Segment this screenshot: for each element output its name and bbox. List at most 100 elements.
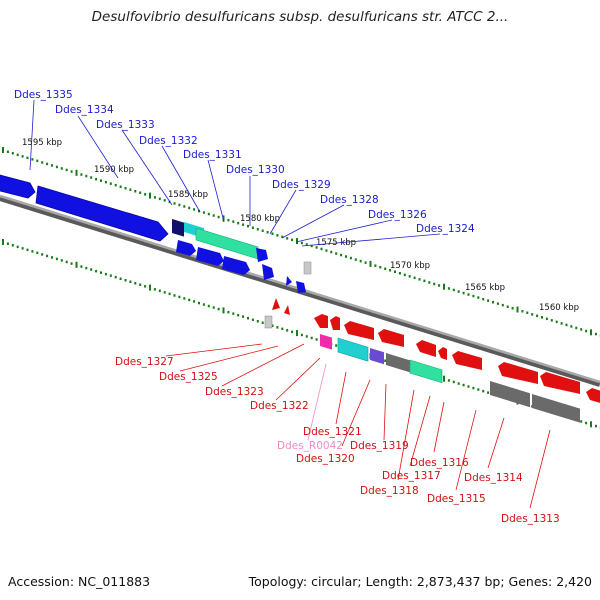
minor-tick bbox=[41, 253, 44, 256]
minor-tick bbox=[570, 325, 573, 328]
minor-tick bbox=[300, 241, 303, 245]
gene-ddes-1321[interactable] bbox=[330, 316, 340, 330]
gene-label[interactable]: Ddes_1328 bbox=[320, 194, 379, 206]
minor-tick bbox=[256, 320, 259, 323]
gene-ddes-1322[interactable] bbox=[314, 314, 328, 328]
gene-ddes-1324[interactable] bbox=[296, 281, 306, 293]
gene-ddes-1316[interactable] bbox=[452, 351, 482, 370]
gene-label[interactable]: Ddes_1331 bbox=[183, 149, 242, 161]
gene-label[interactable]: Ddes_1332 bbox=[139, 135, 198, 147]
gene-ddes-1329a[interactable] bbox=[176, 240, 196, 256]
minor-tick bbox=[585, 329, 588, 333]
gene-ddes-1325[interactable] bbox=[284, 305, 290, 315]
minor-tick bbox=[325, 249, 328, 252]
gene-label[interactable]: Ddes_1313 bbox=[501, 513, 560, 525]
minor-tick bbox=[41, 161, 44, 164]
gene-label[interactable]: Ddes_1324 bbox=[416, 223, 475, 235]
gene-grey-reverse-a[interactable] bbox=[386, 353, 412, 373]
minor-tick bbox=[408, 275, 411, 278]
gene-ddes-1323[interactable] bbox=[264, 315, 273, 329]
gene-label[interactable]: Ddes_R0042 bbox=[277, 440, 343, 452]
gene-label[interactable]: Ddes_1323 bbox=[205, 386, 264, 398]
gene-label[interactable]: Ddes_1317 bbox=[382, 470, 441, 482]
minor-tick bbox=[124, 187, 127, 190]
minor-tick bbox=[457, 290, 460, 293]
gene-label[interactable]: Ddes_1322 bbox=[250, 400, 309, 412]
minor-tick bbox=[114, 275, 117, 279]
gene-ddes-1320[interactable] bbox=[344, 321, 374, 340]
gene-small-forward[interactable] bbox=[286, 276, 292, 286]
forward-genes bbox=[0, 174, 312, 293]
minor-tick bbox=[46, 254, 49, 258]
gene-label[interactable]: Ddes_1316 bbox=[410, 457, 469, 469]
minor-tick bbox=[217, 215, 220, 219]
minor-tick bbox=[31, 158, 34, 161]
gene-label[interactable]: Ddes_1320 bbox=[296, 453, 355, 465]
gene-grey-forward[interactable] bbox=[303, 261, 312, 275]
minor-tick bbox=[168, 292, 171, 296]
gene-ddes-1327[interactable] bbox=[272, 298, 280, 310]
gene-ddes-r0042[interactable] bbox=[320, 334, 332, 350]
gene-purple-reverse[interactable] bbox=[370, 348, 384, 365]
minor-tick bbox=[281, 235, 284, 239]
gene-label[interactable]: Ddes_1315 bbox=[427, 493, 486, 505]
minor-tick bbox=[354, 258, 357, 261]
minor-tick bbox=[100, 179, 102, 182]
minor-tick bbox=[21, 155, 24, 158]
gene-label[interactable]: Ddes_1334 bbox=[55, 104, 114, 116]
gene-ddes-1314[interactable] bbox=[540, 372, 580, 394]
gene-label[interactable]: Ddes_1327 bbox=[115, 356, 174, 368]
gene-label[interactable]: Ddes_1333 bbox=[96, 119, 155, 131]
gene-ddes-1318[interactable] bbox=[416, 340, 436, 357]
minor-tick bbox=[36, 251, 39, 255]
minor-tick bbox=[511, 307, 514, 310]
gene-label[interactable]: Ddes_1314 bbox=[464, 472, 523, 484]
gene-mint-reverse[interactable] bbox=[409, 359, 443, 384]
gene-ddes-1333[interactable] bbox=[172, 219, 184, 237]
gene-ddes-1328[interactable] bbox=[222, 256, 250, 275]
reverse-leader-lines bbox=[165, 343, 551, 509]
forward-gene-labels: Ddes_1335 Ddes_1334 Ddes_1333 Ddes_1332 … bbox=[14, 89, 475, 235]
minor-tick bbox=[70, 262, 73, 265]
gene-teal-reverse[interactable] bbox=[337, 337, 369, 362]
minor-tick bbox=[139, 191, 142, 194]
scale-label: 1585 kbp bbox=[168, 190, 208, 200]
minor-tick bbox=[119, 277, 122, 280]
minor-tick bbox=[237, 313, 240, 317]
minor-tick bbox=[11, 152, 14, 155]
minor-tick bbox=[526, 311, 529, 314]
gene-ddes-1317[interactable] bbox=[438, 347, 447, 360]
gene-ddes-1330[interactable] bbox=[256, 248, 268, 262]
gene-ddes-1326[interactable] bbox=[262, 264, 274, 280]
gene-grey-reverse-c[interactable] bbox=[532, 394, 580, 423]
minor-tick bbox=[21, 247, 24, 250]
minor-tick bbox=[477, 388, 480, 391]
gene-label[interactable]: Ddes_1321 bbox=[303, 426, 362, 438]
major-tick bbox=[222, 307, 225, 314]
gene-grey-reverse-b[interactable] bbox=[490, 381, 530, 408]
gene-label[interactable]: Ddes_1330 bbox=[226, 164, 285, 176]
gene-label[interactable]: Ddes_1329 bbox=[272, 179, 331, 191]
minor-tick bbox=[70, 170, 73, 173]
minor-tick bbox=[467, 385, 470, 388]
gene-ddes-1319[interactable] bbox=[378, 329, 404, 347]
gene-label[interactable]: Ddes_1326 bbox=[368, 209, 427, 221]
minor-tick bbox=[266, 231, 269, 234]
minor-tick bbox=[183, 205, 186, 208]
minor-tick bbox=[242, 315, 245, 318]
minor-tick bbox=[237, 221, 240, 225]
gene-ddes-1315[interactable] bbox=[498, 362, 538, 384]
gene-label[interactable]: Ddes_1325 bbox=[159, 371, 218, 383]
minor-tick bbox=[447, 379, 450, 382]
gene-label[interactable]: Ddes_1335 bbox=[14, 89, 73, 101]
minor-tick bbox=[594, 424, 597, 428]
gene-label[interactable]: Ddes_1318 bbox=[360, 485, 419, 497]
gene-ddes-1334[interactable] bbox=[35, 185, 169, 242]
gene-label[interactable]: Ddes_1319 bbox=[350, 440, 409, 452]
minor-tick bbox=[286, 237, 289, 240]
gene-ddes-1335[interactable] bbox=[0, 174, 36, 199]
minor-tick bbox=[560, 322, 563, 325]
gene-ddes-1313[interactable] bbox=[586, 388, 600, 404]
gene-ddes-1329b[interactable] bbox=[196, 247, 224, 266]
minor-tick bbox=[65, 168, 68, 172]
